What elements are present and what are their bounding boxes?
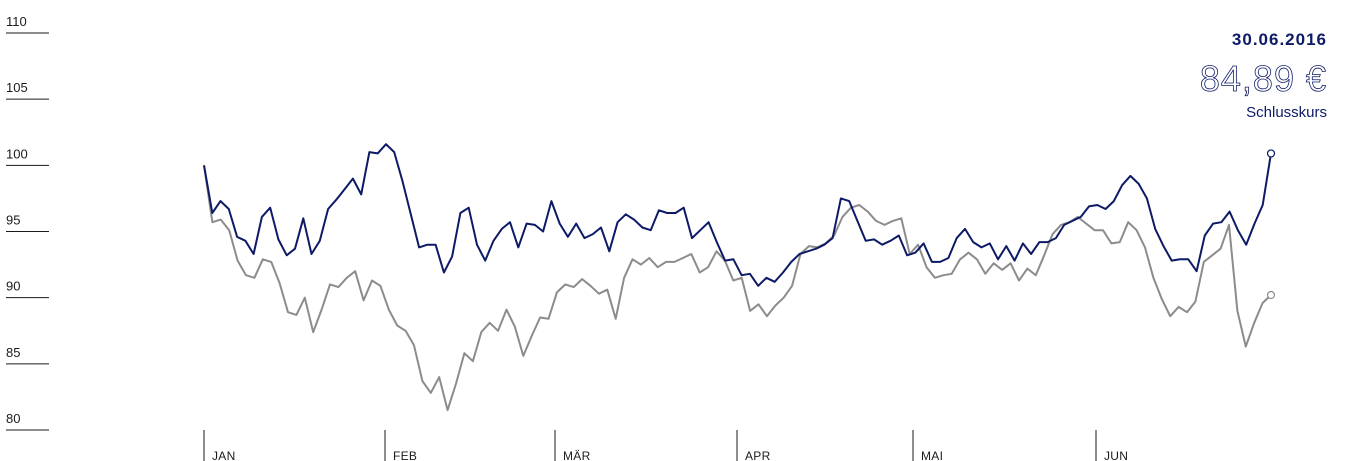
month-label: FEB	[393, 449, 417, 461]
x-axis: JAN FEB MÄR APR MAI JUN	[203, 430, 1128, 461]
y-tick-label: 90	[6, 279, 20, 294]
closing-price: 84,89 €	[1199, 58, 1327, 100]
closing-price-label: Schlusskurs	[1246, 104, 1327, 121]
month-label: JAN	[212, 449, 236, 461]
series-line-primary	[203, 143, 1272, 287]
closing-price-panel: 30.06.2016 84,89 € Schlusskurs	[1107, 30, 1327, 121]
y-tick-label: 100	[6, 146, 28, 161]
closing-date: 30.06.2016	[1231, 30, 1327, 49]
series-line-secondary	[203, 165, 1272, 412]
month-label: APR	[745, 449, 771, 461]
month-label: JUN	[1104, 449, 1128, 461]
y-tick-label: 105	[6, 80, 28, 95]
y-axis: 110 105 100 95 90 85 80	[6, 14, 49, 431]
end-point-secondary	[1266, 290, 1276, 300]
month-label: MAI	[921, 449, 943, 461]
end-point-primary	[1266, 149, 1276, 158]
y-tick-label: 95	[6, 213, 20, 228]
month-label: MÄR	[563, 449, 591, 461]
y-tick-label: 80	[6, 411, 20, 426]
series-layer	[203, 143, 1276, 412]
y-tick-label: 85	[6, 345, 20, 360]
y-tick-label: 110	[6, 14, 27, 29]
